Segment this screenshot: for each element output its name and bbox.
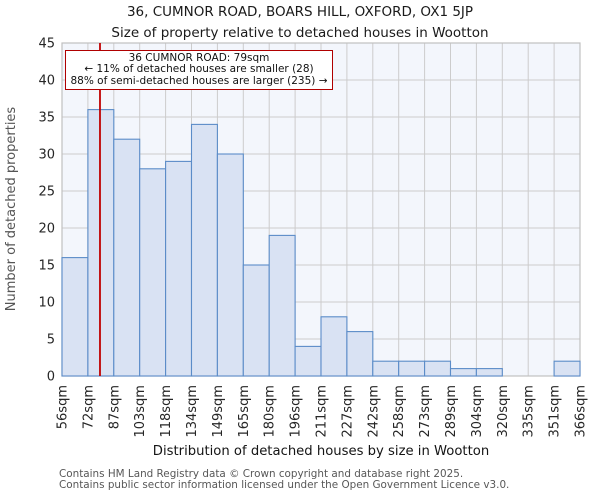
x-tick-label: 134sqm [185, 385, 200, 438]
y-tick-label: 45 [38, 37, 55, 52]
histogram-bar [372, 360, 400, 377]
y-tick-label: 15 [38, 259, 55, 274]
x-tick-label: 335sqm [522, 385, 537, 438]
x-tick-label: 366sqm [574, 385, 589, 438]
x-tick-label: 258sqm [392, 385, 407, 438]
x-axis-title: Distribution of detached houses by size … [152, 444, 490, 459]
histogram-bar [165, 160, 193, 377]
histogram-bar [242, 264, 270, 377]
histogram-bar [475, 368, 503, 377]
annotation-line-3: 88% of semi-detached houses are larger (… [70, 74, 328, 87]
footer-line-2: Contains public sector information licen… [59, 479, 510, 492]
x-tick-label: 180sqm [263, 385, 278, 438]
annotation-line-2: ← 11% of detached houses are smaller (28… [84, 63, 314, 75]
y-tick-label: 10 [38, 296, 55, 311]
histogram-bar [294, 345, 322, 377]
histogram-bar [190, 123, 218, 377]
x-tick-label: 196sqm [289, 385, 304, 438]
x-tick-label: 273sqm [418, 385, 433, 438]
x-tick-label: 72sqm [81, 385, 96, 429]
histogram-bar [449, 368, 477, 377]
x-tick-label: 87sqm [107, 385, 122, 429]
histogram-bar [553, 360, 581, 377]
histogram-bar [320, 316, 348, 377]
histogram-bar [346, 331, 374, 377]
y-tick-label: 25 [38, 185, 55, 200]
x-tick-label: 351sqm [548, 385, 563, 438]
x-tick-label: 304sqm [470, 385, 485, 438]
y-tick-label: 30 [38, 148, 55, 163]
y-tick-label: 35 [38, 111, 55, 126]
x-tick-label: 118sqm [159, 385, 174, 438]
x-tick-label: 211sqm [315, 385, 330, 438]
chart-subtitle: Size of property relative to detached ho… [111, 25, 489, 41]
y-tick-label: 20 [38, 222, 55, 237]
chart-title: 36, CUMNOR ROAD, BOARS HILL, OXFORD, OX1… [126, 4, 474, 20]
annotation-box: 36 CUMNOR ROAD: 79sqm ← 11% of detached … [65, 50, 333, 90]
footer-line-1: Contains HM Land Registry data © Crown c… [59, 468, 464, 480]
histogram-bar [113, 138, 141, 377]
histogram-bar [139, 168, 167, 377]
footer: Contains HM Land Registry data © Crown c… [59, 468, 599, 492]
x-tick-label: 165sqm [237, 385, 252, 438]
histogram-bar [61, 257, 89, 377]
histogram-bar [424, 360, 452, 377]
y-tick-label: 40 [38, 74, 55, 89]
x-tick-label: 149sqm [211, 385, 226, 438]
histogram-bar [216, 153, 244, 377]
x-tick-label: 289sqm [444, 385, 459, 438]
x-tick-label: 103sqm [133, 385, 148, 438]
y-tick-label: 5 [47, 333, 55, 348]
histogram-bar [398, 360, 426, 377]
histogram-bar [268, 234, 296, 377]
x-tick-label: 227sqm [340, 385, 355, 438]
x-tick-label: 242sqm [366, 385, 381, 438]
x-tick-label: 320sqm [496, 385, 511, 438]
x-tick-label: 56sqm [56, 385, 71, 429]
y-tick-label: 0 [47, 370, 55, 385]
annotation-line-1: 36 CUMNOR ROAD: 79sqm [128, 51, 270, 64]
y-axis-label: Number of detached properties [4, 106, 19, 312]
